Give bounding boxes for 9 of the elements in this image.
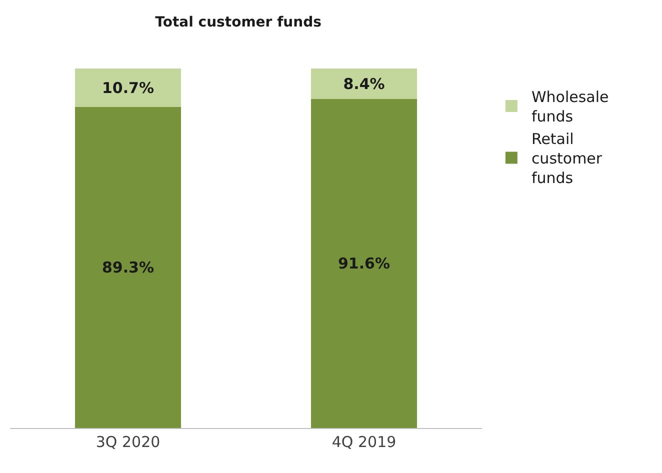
legend-label: Wholesale funds bbox=[531, 88, 609, 126]
data-label: 10.7% bbox=[102, 78, 154, 97]
data-label: 89.3% bbox=[102, 258, 154, 277]
data-label: 8.4% bbox=[343, 74, 385, 93]
chart-title: Total customer funds bbox=[155, 14, 322, 30]
legend-label: Retail customer funds bbox=[531, 130, 603, 188]
x-tick-label: 4Q 2019 bbox=[332, 433, 396, 451]
data-label: 91.6% bbox=[338, 254, 390, 272]
x-tick-label: 3Q 2020 bbox=[96, 433, 160, 451]
